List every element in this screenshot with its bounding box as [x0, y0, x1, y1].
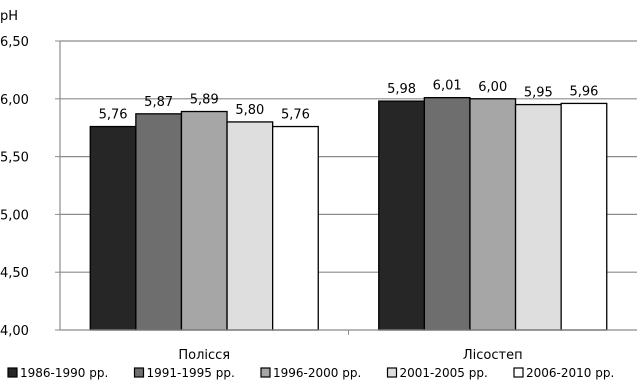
bar [378, 100, 425, 331]
legend-label: 2001-2005 рр. [400, 366, 488, 380]
legend-label: 1991-1995 рр. [147, 366, 235, 380]
data-labels: 5,76 5,87 5,89 5,80 5,76 5,98 6,01 6,00 5,95 5,96 [99, 79, 599, 123]
data-label: 5,76 [281, 108, 310, 123]
legend-swatch [7, 367, 18, 378]
data-label: 5,96 [569, 84, 598, 99]
bars [89, 96, 608, 331]
bar [423, 96, 471, 331]
y-tick-label: 5,50 [0, 151, 29, 166]
data-label: 5,80 [235, 103, 264, 118]
data-label: 5,98 [387, 82, 416, 97]
legend-swatch [513, 367, 524, 378]
y-tick-label: 4,00 [0, 324, 29, 339]
data-label: 6,01 [433, 79, 462, 94]
legend-swatch [260, 367, 271, 378]
bar [89, 125, 137, 331]
y-tick-label: 6,00 [0, 93, 29, 108]
data-label: 5,95 [524, 86, 553, 101]
y-axis-label: pH [0, 9, 18, 24]
bar [271, 125, 319, 331]
bar [226, 121, 274, 331]
legend: 1986-1990 рр. 1991-1995 рр. 1996-2000 рр. 2… [7, 366, 614, 380]
axes [55, 40, 637, 335]
data-label: 5,87 [144, 95, 173, 110]
y-tick-label: 4,50 [0, 266, 29, 281]
bar [514, 103, 562, 331]
data-label: 5,89 [190, 93, 219, 108]
legend-label: 2006-2010 рр. [526, 366, 614, 380]
bar [560, 102, 608, 331]
y-tick-label: 5,00 [0, 208, 29, 223]
data-label: 5,76 [99, 108, 128, 123]
x-tick-label: Полісся [178, 348, 230, 363]
legend-swatch [133, 367, 145, 378]
bar [180, 110, 228, 331]
y-tick-label: 6,50 [0, 35, 29, 50]
bar [135, 113, 183, 331]
y-tick-labels: 4,00 4,50 5,00 5,50 6,00 6,50 [0, 35, 29, 339]
bar [469, 98, 517, 331]
x-tick-labels: Полісся Лісостеп [178, 348, 522, 363]
legend-label: 1986-1990 рр. [20, 366, 108, 380]
legend-label: 1996-2000 рр. [273, 366, 361, 380]
legend-swatch [386, 367, 398, 378]
x-tick-label: Лісостеп [463, 348, 523, 363]
data-label: 6,00 [478, 80, 507, 95]
